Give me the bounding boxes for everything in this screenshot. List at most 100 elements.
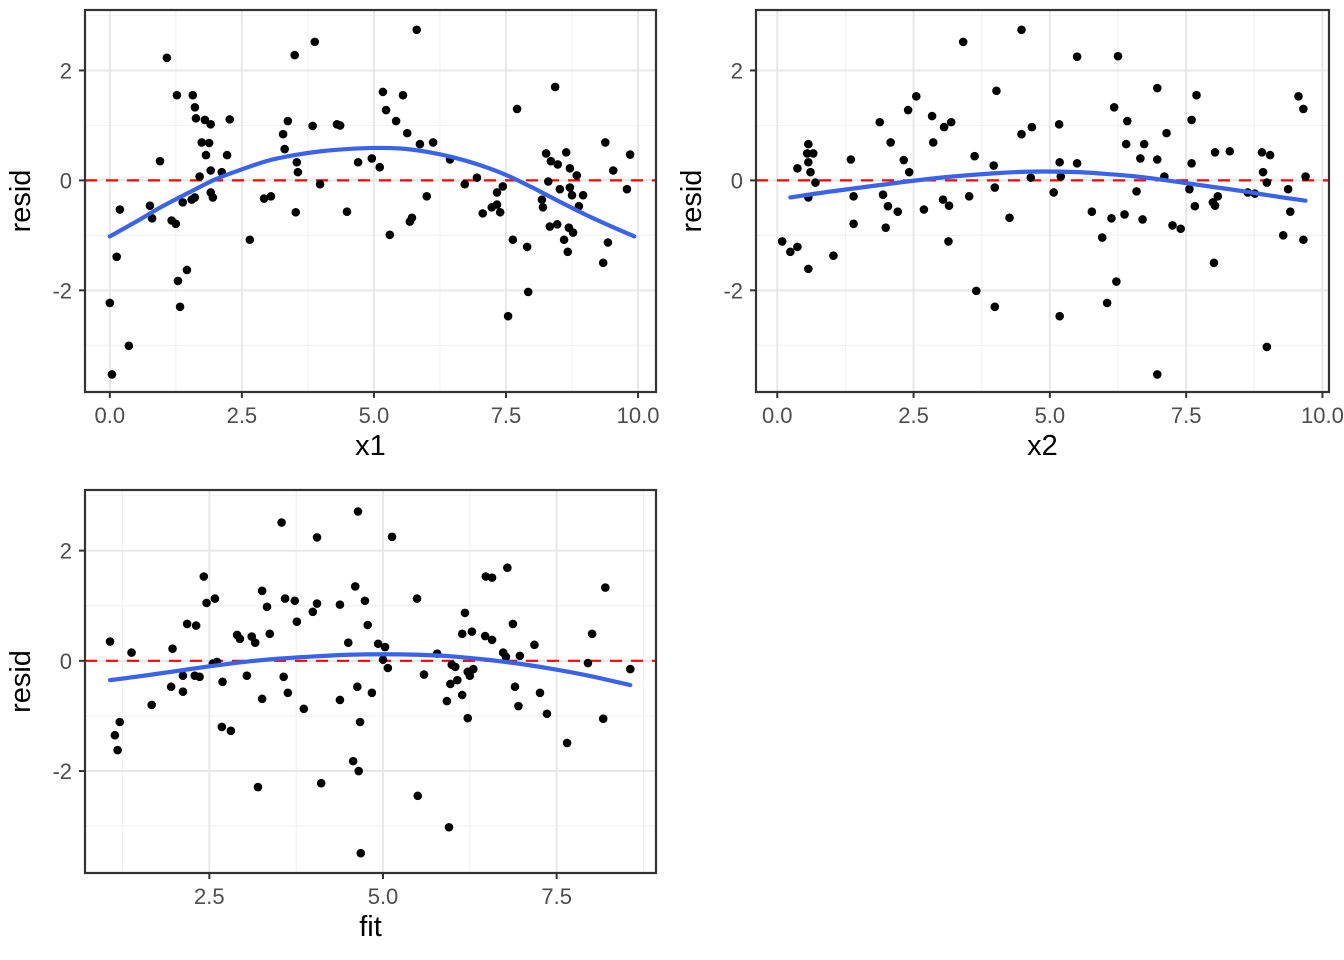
data-point <box>178 671 188 681</box>
data-point <box>173 276 183 286</box>
data-point <box>291 207 301 217</box>
data-point <box>542 709 552 719</box>
data-point <box>182 619 192 629</box>
data-point <box>1072 159 1082 168</box>
data-point <box>127 648 136 657</box>
y-axis: -2 0 2 resid <box>5 58 85 303</box>
data-point <box>182 265 192 275</box>
data-point <box>530 640 539 650</box>
x-axis-title: x1 <box>355 430 386 462</box>
data-point <box>1225 146 1235 156</box>
panel-background <box>756 10 1329 392</box>
data-point <box>175 302 185 312</box>
data-point <box>515 651 525 661</box>
data-point <box>257 694 267 704</box>
data-point <box>793 242 802 252</box>
data-point <box>463 713 473 723</box>
data-point <box>335 600 345 609</box>
y-axis-title: resid <box>676 170 708 233</box>
data-point <box>124 341 134 351</box>
data-point <box>381 105 391 115</box>
data-point <box>970 151 979 161</box>
data-point <box>465 671 475 681</box>
data-point <box>280 594 290 603</box>
data-point <box>225 115 235 124</box>
data-point <box>1152 370 1162 379</box>
data-point <box>1005 213 1014 223</box>
data-point <box>535 688 545 698</box>
data-point <box>312 533 322 542</box>
y-tick-label: 0 <box>731 168 743 193</box>
data-point <box>793 163 802 173</box>
points-layer <box>105 25 635 379</box>
data-point <box>467 627 477 636</box>
data-point <box>290 596 300 606</box>
data-point <box>1055 157 1064 167</box>
data-point <box>545 222 555 231</box>
data-point <box>802 149 812 158</box>
data-point <box>460 608 470 618</box>
x-tick-label: 2.5 <box>194 884 225 909</box>
data-point <box>503 311 513 321</box>
data-point <box>391 116 401 126</box>
data-point <box>235 634 245 644</box>
data-point <box>335 121 345 130</box>
data-point <box>419 670 429 679</box>
data-point <box>598 258 608 268</box>
data-point <box>492 188 502 197</box>
x-tick-label: 5.0 <box>368 884 399 909</box>
data-point <box>385 230 395 240</box>
data-point <box>899 155 909 165</box>
data-point <box>162 53 172 63</box>
data-point <box>811 178 820 187</box>
data-point <box>1258 167 1268 177</box>
x-axis: 0.0 2.5 5.0 7.5 10.0 x1 <box>95 392 659 462</box>
data-point <box>412 25 422 35</box>
data-point <box>171 219 181 229</box>
data-point <box>316 778 326 788</box>
data-point <box>1112 277 1121 286</box>
data-point <box>360 596 370 606</box>
data-point <box>168 644 177 654</box>
data-point <box>927 111 937 121</box>
data-point <box>350 582 360 591</box>
y-tick-label: -2 <box>52 278 72 303</box>
x-tick-label: 2.5 <box>227 403 258 428</box>
panel-border <box>83 8 658 394</box>
data-point <box>353 507 363 516</box>
data-point <box>195 672 204 682</box>
data-point <box>283 116 293 126</box>
data-point <box>367 154 377 163</box>
data-point <box>565 183 575 192</box>
data-point <box>1257 148 1267 157</box>
loess-smooth-line <box>107 145 637 239</box>
data-point <box>335 695 345 705</box>
data-point <box>495 207 505 217</box>
data-point <box>363 620 373 630</box>
x-tick-label: 0.0 <box>762 403 793 428</box>
data-point <box>514 701 523 711</box>
data-point <box>166 682 176 692</box>
data-point <box>487 573 497 582</box>
data-point <box>508 235 518 245</box>
data-point <box>442 696 452 706</box>
data-point <box>1187 115 1196 125</box>
y-tick-label: 0 <box>60 168 72 193</box>
data-point <box>308 607 318 617</box>
data-point <box>383 663 393 673</box>
data-point <box>928 138 938 147</box>
data-point <box>172 90 182 100</box>
data-point <box>206 166 216 175</box>
data-point <box>279 672 288 682</box>
data-point <box>387 532 397 542</box>
data-point <box>603 238 613 247</box>
data-point <box>849 219 858 229</box>
data-point <box>1210 148 1220 157</box>
data-point <box>1301 172 1310 181</box>
data-point <box>343 638 353 647</box>
data-point <box>242 671 252 681</box>
data-point <box>190 102 200 112</box>
data-point <box>191 113 201 123</box>
data-point <box>625 150 635 159</box>
